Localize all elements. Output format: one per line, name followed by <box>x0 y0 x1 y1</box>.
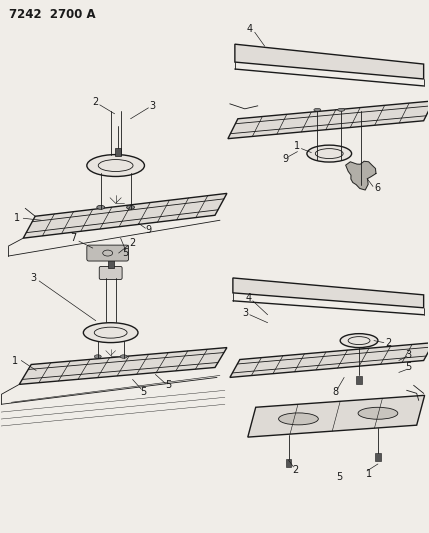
Polygon shape <box>228 101 429 139</box>
Ellipse shape <box>338 108 344 111</box>
Text: 5: 5 <box>405 362 412 373</box>
Ellipse shape <box>120 355 127 358</box>
Ellipse shape <box>87 155 145 176</box>
Text: 2: 2 <box>93 97 99 107</box>
Text: 8: 8 <box>332 387 338 397</box>
Polygon shape <box>248 395 425 437</box>
Bar <box>108 259 114 268</box>
FancyBboxPatch shape <box>87 245 129 261</box>
Text: 4: 4 <box>247 24 253 34</box>
Polygon shape <box>23 193 227 238</box>
Text: 2: 2 <box>386 337 392 348</box>
Text: 9: 9 <box>282 154 289 164</box>
Bar <box>286 459 291 467</box>
Ellipse shape <box>94 355 101 358</box>
Text: 5: 5 <box>140 387 147 397</box>
Polygon shape <box>235 44 423 79</box>
Text: 4: 4 <box>246 293 252 303</box>
Text: 5: 5 <box>122 248 129 258</box>
Text: 3: 3 <box>30 273 36 283</box>
Bar <box>375 453 381 461</box>
Text: 5: 5 <box>336 472 342 482</box>
Text: 2: 2 <box>292 465 299 475</box>
Text: 1: 1 <box>366 469 372 479</box>
Ellipse shape <box>307 145 352 162</box>
Text: 1: 1 <box>12 356 18 366</box>
Ellipse shape <box>127 205 135 209</box>
Polygon shape <box>233 278 423 308</box>
Text: 2: 2 <box>130 238 136 248</box>
Text: 9: 9 <box>145 225 151 235</box>
Text: 7242  2700 A: 7242 2700 A <box>9 9 96 21</box>
Text: 3: 3 <box>243 308 249 318</box>
Ellipse shape <box>314 108 321 111</box>
Text: 3: 3 <box>149 101 155 111</box>
Polygon shape <box>19 348 227 384</box>
Text: 6: 6 <box>374 183 380 193</box>
Ellipse shape <box>358 407 398 419</box>
Ellipse shape <box>83 322 138 343</box>
Ellipse shape <box>278 413 318 425</box>
Ellipse shape <box>97 205 105 209</box>
Polygon shape <box>346 161 376 190</box>
Text: 1: 1 <box>294 141 301 151</box>
Text: 3: 3 <box>406 350 412 360</box>
Text: 5: 5 <box>165 381 172 390</box>
Text: 7: 7 <box>70 233 76 243</box>
FancyBboxPatch shape <box>99 266 122 279</box>
Polygon shape <box>230 343 429 377</box>
Ellipse shape <box>340 334 378 348</box>
Text: 1: 1 <box>14 213 20 223</box>
Bar <box>356 376 362 384</box>
Bar <box>115 148 121 156</box>
